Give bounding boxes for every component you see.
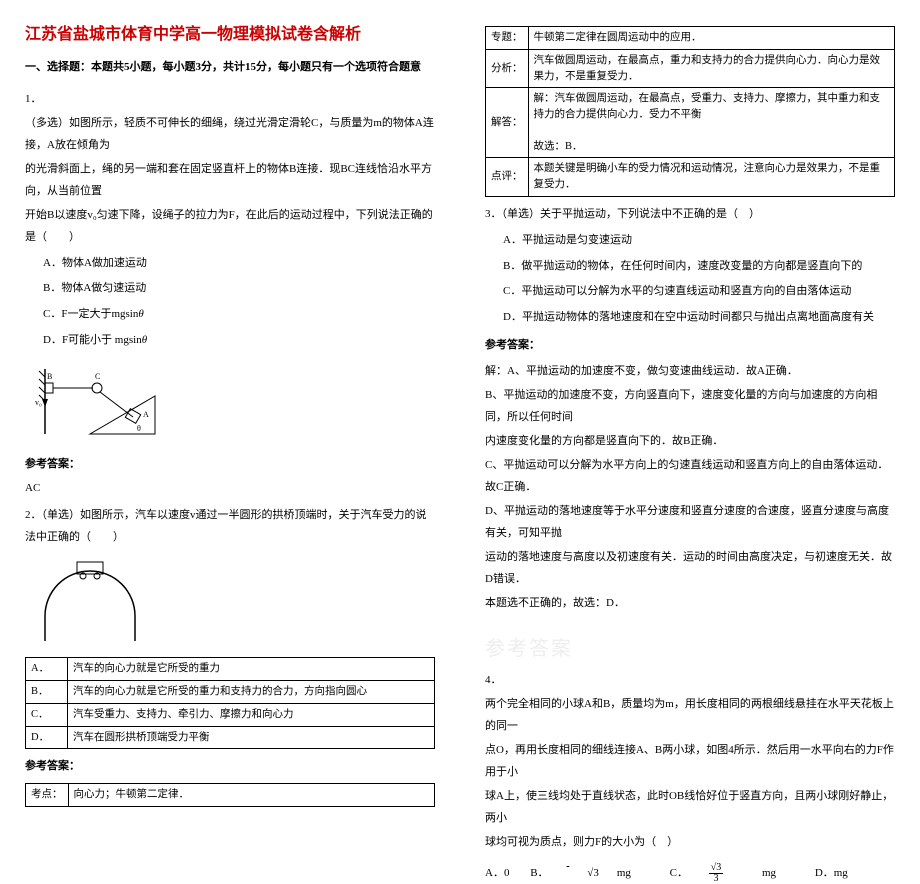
q2-stem: 2．（单选）如图所示，汽车以速度v通过一半圆形的拱桥顶端时，关于汽车受力的说法中… xyxy=(25,504,435,548)
q4-option-a: A．0 xyxy=(485,867,509,879)
q3-option-b: B．做平抛运动的物体，在任何时间内，速度改变量的方向都是竖直向下的 xyxy=(503,257,895,277)
opt-text: D．F可能小于 mgsin xyxy=(43,334,142,346)
right-column: 专题：牛顿第二定律在圆周运动中的应用． 分析：汽车做圆周运动，在最高点，重力和支… xyxy=(460,0,920,651)
numerator: √3 xyxy=(709,863,724,874)
q4-option-d: D．mg xyxy=(815,867,848,879)
q4-stem-line: 球均可视为质点，则力F的大小为（ ） xyxy=(485,831,895,853)
table-row: 专题：牛顿第二定律在圆周运动中的应用． xyxy=(486,27,895,50)
svg-text:B: B xyxy=(47,372,52,381)
table-row: C．汽车受重力、支持力、牵引力、摩擦力和向心力 xyxy=(26,703,435,726)
q1-stem-line: 的光滑斜面上，绳的另一端和套在固定竖直杆上的物体B连接．现BC连线恰沿水平方向，… xyxy=(25,158,435,202)
q1-diagram: B C A θ v₀ xyxy=(35,359,435,447)
q1-stem-line: （多选）如图所示，轻质不可伸长的细绳，绕过光滑定滑轮C，与质量为m的物体A连接，… xyxy=(25,112,435,156)
q4-option-b: B． √3 mg xyxy=(530,867,651,879)
row-label: 考点： xyxy=(26,784,69,807)
opt-label: B． xyxy=(26,681,68,704)
q2-options-table: A．汽车的向心力就是它所受的重力 B．汽车的向心力就是它所受的重力和支持力的合力… xyxy=(25,657,435,749)
q3-explain-line: B、平抛运动的加速度不变，方向竖直向下，速度变化量的方向与加速度的方向相同，所以… xyxy=(485,384,895,428)
q2-analysis-table-part1: 考点：向心力；牛顿第二定律． xyxy=(25,783,435,807)
row-value: 牛顿第二定律在圆周运动中的应用． xyxy=(528,27,895,50)
denominator: 3 xyxy=(709,874,724,884)
q3-explain-line: 内速度变化量的方向都是竖直向下的．故B正确． xyxy=(485,430,895,452)
q1-option-d: D．F可能小于 mgsinθ xyxy=(43,331,435,351)
table-row: 分析：汽车做圆周运动，在最高点，重力和支持力的合力提供向心力．向心力是效果力，不… xyxy=(486,49,895,88)
q1-option-c: C．F一定大于mgsinθ xyxy=(43,305,435,325)
theta-symbol: θ xyxy=(142,334,147,346)
opt-suffix: mg xyxy=(617,867,631,879)
opt-suffix: mg xyxy=(762,867,776,879)
q4-number: 4． xyxy=(485,671,895,691)
table-row: 考点：向心力；牛顿第二定律． xyxy=(26,784,435,807)
opt-prefix: B． xyxy=(530,867,548,879)
sqrt-val xyxy=(567,867,570,879)
table-row: B．汽车的向心力就是它所受的重力和支持力的合力，方向指向圆心 xyxy=(26,681,435,704)
q4-option-c: C． √3 3 mg xyxy=(670,867,797,879)
svg-text:θ: θ xyxy=(137,424,141,433)
watermark-text: 参考答案 xyxy=(485,632,895,661)
q3-explain-line: D、平抛运动的落地速度等于水平分速度和竖直分速度的合速度，竖直分速度与高度有关，… xyxy=(485,500,895,544)
theta-symbol: θ xyxy=(138,308,143,320)
section-heading: 一、选择题：本题共5小题，每小题3分，共计15分，每小题只有一个选项符合题意 xyxy=(25,58,435,78)
opt-text: 汽车的向心力就是它所受的重力 xyxy=(68,658,435,681)
q1-option-a: A．物体A做加速运动 xyxy=(43,254,435,274)
q3-stem: 3．（单选）关于平抛运动，下列说法中不正确的是（ ） xyxy=(485,203,895,225)
row-value: 向心力；牛顿第二定律． xyxy=(68,784,435,807)
q4-stem-line: 球A上，使三线均处于直线状态，此时OB线恰好位于竖直方向，且两小球刚好静止，两小 xyxy=(485,785,895,829)
answer-label: 参考答案： xyxy=(25,757,435,777)
q3-explain-line: 解：A、平抛运动的加速度不变，做匀变速曲线运动．故A正确． xyxy=(485,360,895,382)
table-row: D．汽车在圆形拱桥顶端受力平衡 xyxy=(26,726,435,749)
row-value: 本题关键是明确小车的受力情况和运动情况，注意向心力是效果力，不是重复受力． xyxy=(528,158,895,197)
opt-prefix: C． xyxy=(670,867,688,879)
page: 江苏省盐城市体育中学高一物理模拟试卷含解析 一、选择题：本题共5小题，每小题3分… xyxy=(0,0,920,651)
row-label: 点评： xyxy=(486,158,529,197)
incline-pulley-diagram: B C A θ v₀ xyxy=(35,359,165,444)
table-row: 点评：本题关键是明确小车的受力情况和运动情况，注意向心力是效果力，不是重复受力． xyxy=(486,158,895,197)
q1-answer: AC xyxy=(25,479,435,499)
row-value: 汽车做圆周运动，在最高点，重力和支持力的合力提供向心力．向心力是效果力，不是重复… xyxy=(528,49,895,88)
row-label: 专题： xyxy=(486,27,529,50)
q1-stem-line: 开始B以速度v₀匀速下降，设绳子的拉力为F，在此后的运动过程中，下列说法正确的是… xyxy=(25,204,435,248)
opt-text: 汽车在圆形拱桥顶端受力平衡 xyxy=(68,726,435,749)
row-value: 解：汽车做圆周运动，在最高点，受重力、支持力、摩擦力，其中重力和支持力的合力提供… xyxy=(528,88,895,158)
row-label: 分析： xyxy=(486,49,529,88)
q4-stem-line: 两个完全相同的小球A和B，质量均为m，用长度相同的两根细线悬挂在水平天花板上的同… xyxy=(485,693,895,737)
q2-analysis-table-part2: 专题：牛顿第二定律在圆周运动中的应用． 分析：汽车做圆周运动，在最高点，重力和支… xyxy=(485,26,895,197)
q3-explain-line: 运动的落地速度与高度以及初速度有关．运动的时间由高度决定，与初速度无关．故D错误… xyxy=(485,546,895,590)
table-row: 解答： 解：汽车做圆周运动，在最高点，受重力、支持力、摩擦力，其中重力和支持力的… xyxy=(486,88,895,158)
left-column: 江苏省盐城市体育中学高一物理模拟试卷含解析 一、选择题：本题共5小题，每小题3分… xyxy=(0,0,460,651)
q2-diagram xyxy=(35,556,435,649)
opt-text: 汽车受重力、支持力、牵引力、摩擦力和向心力 xyxy=(68,703,435,726)
q1-number: 1． xyxy=(25,90,435,110)
opt-label: A． xyxy=(26,658,68,681)
row-value-line: 故选：B． xyxy=(534,141,583,152)
q3-explain-line: C、平抛运动可以分解为水平方向上的匀速直线运动和竖直方向上的自由落体运动．故C正… xyxy=(485,454,895,498)
table-row: A．汽车的向心力就是它所受的重力 xyxy=(26,658,435,681)
arch-bridge-diagram xyxy=(35,556,145,646)
q3-option-a: A．平抛运动是匀变速运动 xyxy=(503,231,895,251)
q4-stem-line: 点O，再用长度相同的细线连接A、B两小球，如图4所示．然后用一水平向右的力F作用… xyxy=(485,739,895,783)
answer-label: 参考答案： xyxy=(25,455,435,475)
q3-option-c: C．平抛运动可以分解为水平的匀速直线运动和竖直方向的自由落体运动 xyxy=(503,282,895,302)
answer-label: 参考答案： xyxy=(485,336,895,356)
svg-text:C: C xyxy=(95,372,100,381)
svg-text:A: A xyxy=(143,410,149,419)
fraction: √3 3 xyxy=(709,863,742,884)
svg-text:v₀: v₀ xyxy=(35,398,42,407)
row-label: 解答： xyxy=(486,88,529,158)
opt-text: C．F一定大于mgsin xyxy=(43,308,138,320)
opt-text: 汽车的向心力就是它所受的重力和支持力的合力，方向指向圆心 xyxy=(68,681,435,704)
row-value-line: 解：汽车做圆周运动，在最高点，受重力、支持力、摩擦力，其中重力和支持力的合力提供… xyxy=(534,93,881,120)
q3-option-d: D．平抛运动物体的落地速度和在空中运动时间都只与抛出点离地面高度有关 xyxy=(503,308,895,328)
q1-option-b: B．物体A做匀速运动 xyxy=(43,279,435,299)
opt-label: D． xyxy=(26,726,68,749)
sqrt-text: √3 xyxy=(587,867,599,879)
opt-label: C． xyxy=(26,703,68,726)
doc-title: 江苏省盐城市体育中学高一物理模拟试卷含解析 xyxy=(25,20,435,44)
q3-explain-line: 本题选不正确的，故选：D． xyxy=(485,592,895,614)
q4-options: A．0 B． √3 mg C． √3 3 mg D．mg xyxy=(485,863,895,884)
